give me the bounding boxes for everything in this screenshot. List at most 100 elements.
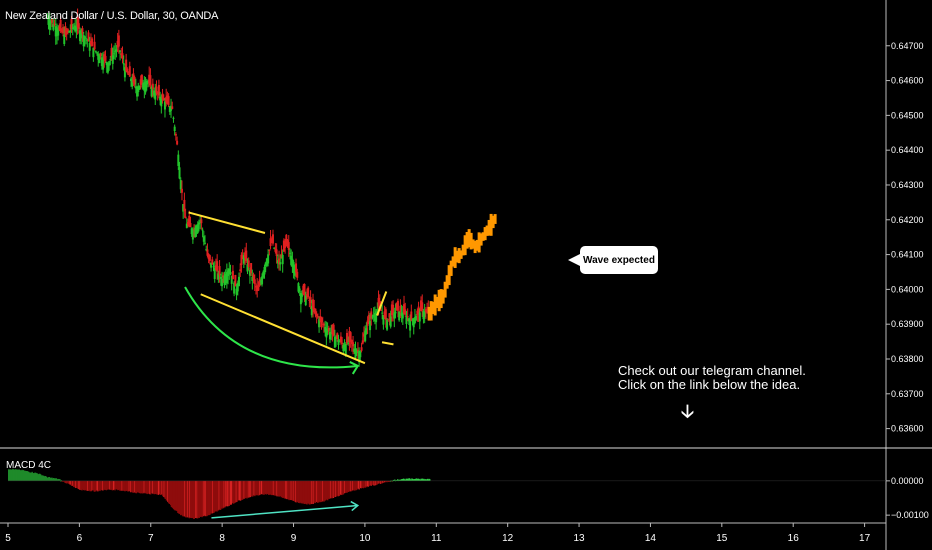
macd-bar — [215, 480, 218, 512]
macd-bar — [149, 480, 151, 495]
candle-body — [222, 275, 225, 278]
candle-body — [354, 349, 357, 359]
candle-body — [313, 308, 316, 313]
macd-bar — [131, 480, 133, 493]
macd-bar — [204, 480, 206, 516]
candle-body — [330, 333, 333, 335]
candle-body — [184, 216, 187, 219]
macd-bar — [200, 480, 202, 517]
macd-bar — [297, 480, 300, 503]
macd-bar — [399, 479, 402, 481]
macd-bar — [124, 480, 126, 492]
macd-bar — [142, 480, 144, 494]
candle-body — [236, 282, 239, 292]
wedge-lower-line — [200, 293, 366, 365]
wave-lower-line — [381, 341, 394, 346]
candle-body — [106, 63, 109, 73]
macd-bar — [393, 480, 395, 481]
macd-bar — [158, 480, 160, 495]
macd-bar — [152, 480, 154, 494]
candle-body — [216, 261, 219, 272]
macd-bar — [287, 480, 290, 500]
macd-bar — [170, 480, 172, 506]
macd-bar — [406, 478, 408, 481]
macd-bar — [340, 480, 342, 495]
macd-bar — [46, 477, 48, 481]
macd-bar — [171, 480, 173, 508]
candle-body — [359, 351, 362, 358]
candle-body — [131, 80, 134, 87]
macd-bar — [307, 480, 310, 504]
candle-body — [381, 312, 384, 314]
macd-bar — [78, 480, 80, 490]
candle-body — [415, 315, 418, 321]
candle-body — [290, 255, 293, 265]
telegram-note: Check out our telegram channel. Click on… — [618, 364, 806, 392]
macd-bar — [47, 477, 50, 481]
macd-bar — [159, 480, 161, 495]
macd-bar — [381, 480, 383, 484]
macd-bar — [279, 480, 281, 497]
macd-bar — [89, 480, 91, 492]
macd-bar — [15, 469, 18, 481]
macd-bar — [74, 480, 76, 487]
macd-bar — [295, 480, 297, 503]
candle-body — [371, 316, 374, 318]
macd-title: MACD 4C — [6, 460, 52, 471]
macd-bar — [120, 480, 123, 491]
macd-bar — [132, 480, 134, 493]
candle-body — [121, 53, 124, 59]
macd-bar — [380, 480, 382, 484]
macd-bar — [60, 480, 62, 482]
macd-bar — [317, 480, 319, 503]
candle-body — [339, 336, 342, 343]
macd-bar — [420, 478, 422, 481]
macd-bar — [52, 477, 55, 481]
macd-bar — [111, 480, 113, 491]
macd-bar — [22, 470, 24, 481]
macd-bar — [160, 480, 163, 495]
price-tick-label: 0.64700 — [891, 41, 924, 51]
macd-bar — [369, 480, 371, 486]
macd-bar — [277, 480, 280, 497]
candle-body — [367, 314, 370, 324]
candle-body — [376, 309, 379, 311]
candle-body — [77, 23, 80, 29]
macd-bar — [185, 480, 187, 518]
macd-bar — [101, 480, 103, 491]
macd-bar — [65, 480, 68, 484]
time-tick-label: 10 — [359, 533, 371, 544]
candle-body — [423, 311, 426, 317]
macd-bar — [8, 469, 10, 481]
candle-body — [319, 315, 322, 321]
macd-bar — [398, 479, 400, 481]
candle-body — [358, 350, 361, 363]
candle-body — [48, 20, 51, 30]
candle-body — [72, 26, 75, 28]
candle-body — [213, 268, 216, 280]
projected-bar — [435, 296, 439, 309]
macd-bar — [284, 480, 287, 499]
macd-bar — [359, 480, 362, 489]
candle-body — [196, 224, 199, 233]
candle-body — [421, 302, 424, 311]
macd-bar — [165, 480, 167, 499]
macd-bar — [232, 480, 235, 504]
candle-body — [279, 262, 282, 265]
candle-body — [163, 101, 166, 110]
macd-bar — [142, 480, 145, 494]
candle-body — [179, 180, 182, 190]
candle-body — [103, 54, 106, 60]
candle-body — [99, 53, 102, 57]
macd-bar — [132, 480, 135, 493]
macd-bar — [384, 480, 387, 482]
macd-bar — [182, 480, 184, 517]
macd-bar — [372, 480, 374, 485]
macd-bar — [422, 478, 424, 481]
macd-bar — [82, 480, 84, 490]
candle-body — [254, 286, 257, 288]
macd-bar — [269, 480, 272, 495]
macd-bar — [426, 479, 428, 481]
candle-body — [315, 314, 318, 316]
macd-bar — [374, 480, 376, 485]
